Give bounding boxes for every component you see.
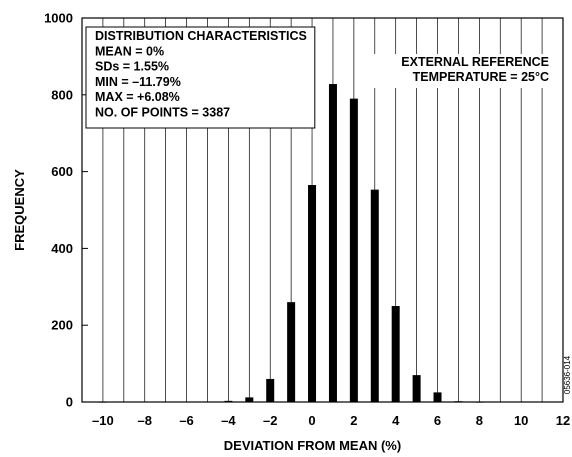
y-tick-label: 800 <box>51 87 73 102</box>
ticks <box>82 17 88 403</box>
histogram-bar <box>224 400 233 402</box>
x-tick-label: 12 <box>556 413 570 428</box>
y-tick-label: 600 <box>51 164 73 179</box>
y-tick-label: 400 <box>51 241 73 256</box>
x-tick-label: –2 <box>263 413 277 428</box>
x-tick-label: 4 <box>392 413 400 428</box>
x-tick-label: –10 <box>92 413 114 428</box>
x-tick-label: 8 <box>476 413 483 428</box>
y-tick-label: 1000 <box>44 11 73 26</box>
histogram-bar <box>266 378 275 402</box>
y-tick-label: 0 <box>66 395 73 410</box>
histogram-bar <box>370 189 379 402</box>
histogram-bar <box>287 302 296 402</box>
histogram-bar <box>308 185 317 402</box>
x-tick-label: 2 <box>350 413 357 428</box>
tick-labels: 0 200 400 600 800 1000 –10 –8 –6 –4 –2 0 2 4 6 8 10 12 <box>44 11 570 429</box>
y-axis-title: FREQUENCY <box>12 169 27 251</box>
x-tick-label: 10 <box>514 413 528 428</box>
histogram-bar <box>454 401 463 403</box>
x-tick-label: –4 <box>221 413 236 428</box>
histogram-bar <box>391 306 400 402</box>
y-tick-label: 200 <box>51 318 73 333</box>
reference-box <box>356 54 556 88</box>
histogram-bar <box>349 98 358 402</box>
stats-line-max: MAX = +6.08% <box>95 90 180 104</box>
stats-line-title: DISTRIBUTION CHARACTERISTICS <box>95 29 307 43</box>
x-tick-label: 6 <box>434 413 441 428</box>
stats-line-points: NO. OF POINTS = 3387 <box>95 106 230 120</box>
stats-line-mean: MEAN = 0% <box>95 44 164 58</box>
bars <box>98 84 484 403</box>
histogram-bar <box>328 84 337 402</box>
histogram-bar <box>475 401 484 403</box>
x-tick-label: –8 <box>138 413 152 428</box>
reference-line-2: TEMPERATURE = 25°C <box>413 70 549 84</box>
histogram-bar <box>245 397 254 402</box>
figure-id: 05636-014 <box>563 355 572 394</box>
reference-line-1: EXTERNAL REFERENCE <box>401 55 549 69</box>
stats-line-sd: SDs = 1.55% <box>95 60 169 74</box>
x-axis-title: DEVIATION FROM MEAN (%) <box>224 438 401 453</box>
x-tick-label: –6 <box>179 413 193 428</box>
histogram-bar <box>98 401 107 403</box>
stats-line-min: MIN = –11.79% <box>95 75 181 89</box>
histogram-bar <box>433 392 442 402</box>
stats-box <box>85 26 316 129</box>
x-tick-label: 0 <box>308 413 315 428</box>
histogram-bar <box>412 375 421 402</box>
plot-frame <box>81 17 564 403</box>
